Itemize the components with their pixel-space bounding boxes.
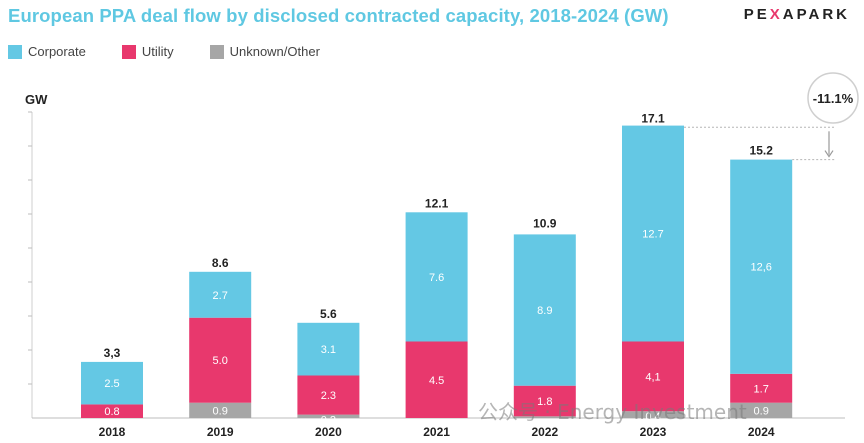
bar-value-label-utility-2024: 1.7	[754, 383, 769, 395]
logo-text-left: PE	[743, 6, 770, 23]
legend-label-corporate: Corporate	[28, 44, 86, 59]
bar-value-label-unknown-other-2019: 0.9	[213, 405, 228, 417]
bar-segment-unknown-other-2024	[730, 402, 793, 418]
bar-segment-unknown-other-2020	[297, 414, 360, 418]
watermark-text: 公众号 · Energy Investment	[478, 400, 747, 424]
bar-segment-utility-2020	[297, 375, 360, 415]
bar-value-label-corporate-2018: 2.5	[104, 378, 119, 390]
bar-total-label-2019: 8.6	[212, 256, 229, 270]
logo-text-right: APARK	[782, 6, 850, 23]
bar-total-label-2023: 17.1	[641, 111, 665, 125]
bar-total-label-2020: 5.6	[320, 307, 337, 321]
x-tick-label-2024: 2024	[748, 425, 775, 439]
bar-segment-utility-2023	[622, 341, 684, 412]
bar-segment-unknown-other-2023	[622, 411, 684, 418]
pexapark-logo: PEXAPARK	[744, 6, 850, 23]
bar-value-label-utility-2018: 0.8	[104, 406, 119, 418]
legend-label-unknown-other: Unknown/Other	[229, 44, 320, 59]
logo-mark: X	[769, 6, 783, 23]
bar-segment-utility-2024	[730, 373, 793, 403]
bar-value-label-utility-2020: 2.3	[321, 390, 336, 402]
bar-segment-unknown-other-2022	[513, 416, 576, 418]
bar-segment-corporate-2020	[297, 322, 360, 376]
x-tick-label-2022: 2022	[531, 425, 558, 439]
bar-segment-corporate-2023	[622, 125, 684, 342]
bar-value-label-corporate-2024: 12,6	[750, 262, 771, 274]
legend-item-unknown-other: Unknown/Other	[209, 44, 320, 59]
x-tick-label-2021: 2021	[423, 425, 450, 439]
bar-value-label-utility-2023: 4,1	[645, 371, 660, 383]
bar-segment-unknown-other-2019	[189, 402, 252, 418]
bar-segment-utility-2019	[189, 317, 252, 403]
bar-value-label-unknown-other-2024: 0.9	[754, 405, 769, 417]
legend-swatch-utility	[121, 44, 136, 59]
bar-value-label-corporate-2021: 7.6	[429, 272, 444, 284]
x-tick-label-2019: 2019	[207, 425, 234, 439]
legend-swatch-corporate	[8, 44, 22, 59]
x-tick-label-2020: 2020	[315, 425, 342, 439]
bar-value-label-utility-2022: 1.8	[537, 396, 552, 408]
legend-item-corporate: Corporate	[8, 44, 86, 59]
x-tick-label-2023: 2023	[640, 425, 667, 439]
bar-total-label-2022: 10.9	[533, 217, 557, 231]
bar-segment-corporate-2024	[730, 159, 793, 374]
bar-value-label-corporate-2022: 8.9	[537, 305, 552, 317]
bar-total-label-2024: 15.2	[750, 144, 774, 158]
legend-label-utility: Utility	[141, 44, 174, 59]
bar-total-label-2018: 3,3	[104, 346, 121, 360]
bar-total-label-2021: 12.1	[425, 196, 449, 210]
bar-value-label-utility-2019: 5.0	[213, 355, 228, 367]
bar-value-label-unknown-other-2023: 0.4	[645, 411, 660, 423]
bar-segment-corporate-2019	[189, 271, 252, 318]
bar-value-label-corporate-2019: 2.7	[213, 290, 228, 302]
chart-legend: Corporate Utility Unknown/Other	[8, 44, 320, 59]
legend-item-utility: Utility	[121, 44, 174, 59]
bar-value-label-corporate-2023: 12.7	[642, 229, 663, 241]
bar-segment-utility-2018	[81, 404, 143, 418]
bar-value-label-unknown-other-2020: 0.2	[321, 415, 336, 427]
annotation-change-label: -11.1%	[813, 91, 854, 106]
chart-title: European PPA deal flow by disclosed cont…	[8, 5, 669, 26]
bar-segment-utility-2021	[405, 341, 468, 418]
bar-value-label-corporate-2020: 3.1	[321, 344, 336, 356]
y-axis-label: GW	[25, 92, 48, 107]
bar-value-label-utility-2021: 4.5	[429, 375, 444, 387]
annotation-circle	[807, 72, 859, 124]
x-tick-label-2018: 2018	[99, 425, 126, 439]
bar-segment-corporate-2018	[81, 361, 143, 405]
bar-segment-corporate-2021	[405, 212, 468, 342]
bar-segment-utility-2022	[513, 385, 576, 417]
bar-segment-corporate-2022	[513, 234, 576, 386]
annotation-arrow-head	[824, 150, 834, 158]
legend-swatch-unknown-other	[209, 44, 224, 59]
